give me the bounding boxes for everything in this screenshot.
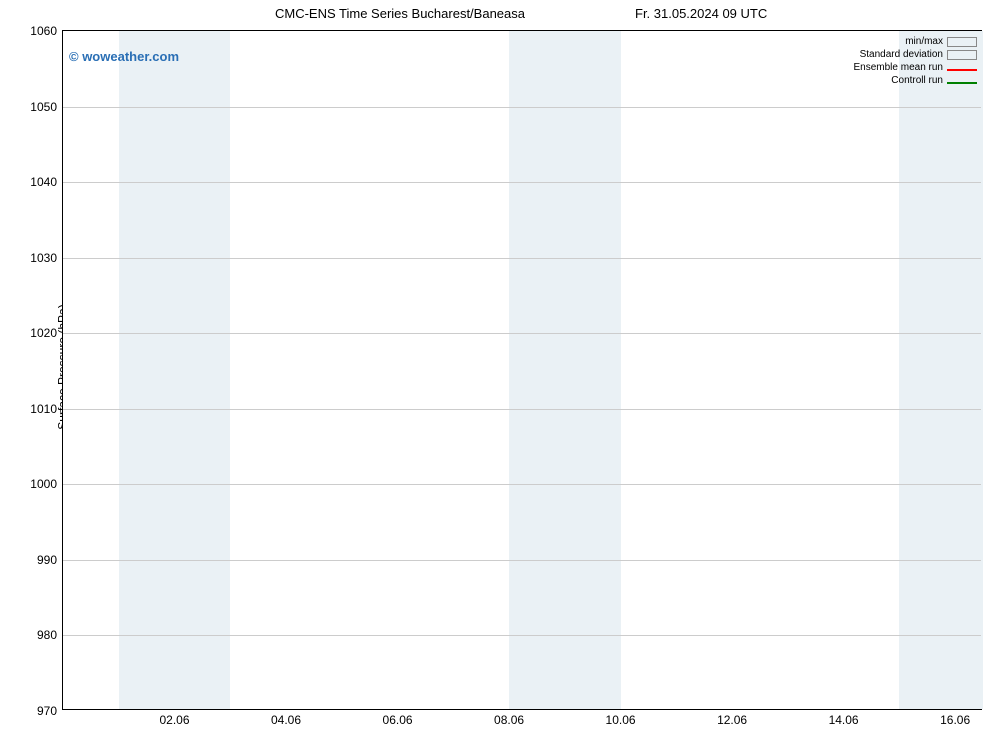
y-tick-label: 1020 bbox=[30, 326, 57, 340]
gridline bbox=[63, 635, 981, 636]
legend-label: Ensemble mean run bbox=[854, 61, 944, 74]
legend-item: Controll run bbox=[854, 74, 978, 87]
legend-item: Ensemble mean run bbox=[854, 61, 978, 74]
legend-swatch bbox=[947, 69, 977, 71]
x-tick-label: 10.06 bbox=[606, 713, 636, 727]
y-tick-label: 1060 bbox=[30, 24, 57, 38]
gridline bbox=[63, 107, 981, 108]
legend-label: Controll run bbox=[891, 74, 943, 87]
legend-item: Standard deviation bbox=[854, 48, 978, 61]
legend-swatch bbox=[947, 82, 977, 84]
y-tick-label: 990 bbox=[37, 553, 57, 567]
weekend-band bbox=[509, 31, 621, 709]
gridline bbox=[63, 182, 981, 183]
y-tick-label: 1010 bbox=[30, 402, 57, 416]
y-tick-label: 1040 bbox=[30, 175, 57, 189]
y-tick-label: 980 bbox=[37, 628, 57, 642]
gridline bbox=[63, 484, 981, 485]
y-tick-label: 970 bbox=[37, 704, 57, 718]
chart-title-left: CMC-ENS Time Series Bucharest/Baneasa bbox=[275, 6, 525, 21]
y-tick-label: 1030 bbox=[30, 251, 57, 265]
legend: min/maxStandard deviationEnsemble mean r… bbox=[854, 35, 978, 87]
gridline bbox=[63, 333, 981, 334]
x-tick-label: 06.06 bbox=[383, 713, 413, 727]
x-tick-label: 14.06 bbox=[829, 713, 859, 727]
x-tick-label: 12.06 bbox=[717, 713, 747, 727]
weekend-band bbox=[119, 31, 231, 709]
watermark-text: © woweather.com bbox=[69, 49, 179, 64]
y-tick-label: 1000 bbox=[30, 477, 57, 491]
y-tick-label: 1050 bbox=[30, 100, 57, 114]
legend-label: Standard deviation bbox=[860, 48, 943, 61]
x-tick-label: 16.06 bbox=[940, 713, 970, 727]
plot-area: 970980990100010101020103010401050106002.… bbox=[62, 30, 982, 710]
legend-swatch bbox=[947, 50, 977, 60]
gridline bbox=[63, 258, 981, 259]
x-tick-label: 04.06 bbox=[271, 713, 301, 727]
legend-item: min/max bbox=[854, 35, 978, 48]
weekend-band bbox=[899, 31, 983, 709]
legend-swatch bbox=[947, 37, 977, 47]
chart-title-right: Fr. 31.05.2024 09 UTC bbox=[635, 6, 767, 21]
x-tick-label: 02.06 bbox=[159, 713, 189, 727]
x-tick-label: 08.06 bbox=[494, 713, 524, 727]
legend-label: min/max bbox=[905, 35, 943, 48]
gridline bbox=[63, 560, 981, 561]
gridline bbox=[63, 409, 981, 410]
